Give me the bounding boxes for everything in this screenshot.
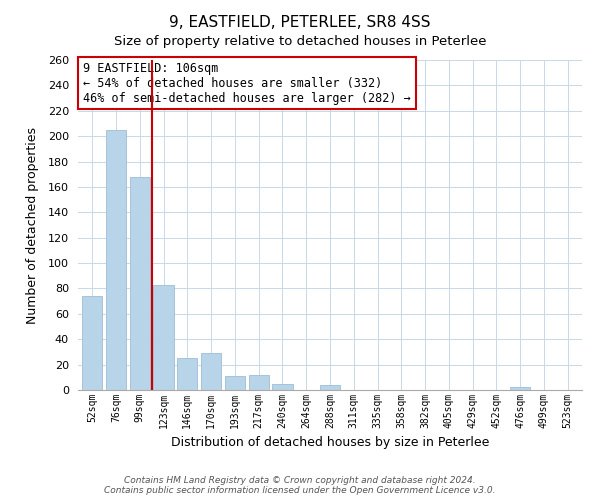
- Bar: [177, 358, 197, 390]
- Bar: [272, 384, 293, 390]
- X-axis label: Distribution of detached houses by size in Peterlee: Distribution of detached houses by size …: [171, 436, 489, 450]
- Bar: [82, 296, 103, 390]
- Bar: [248, 375, 269, 390]
- Text: 9, EASTFIELD, PETERLEE, SR8 4SS: 9, EASTFIELD, PETERLEE, SR8 4SS: [169, 15, 431, 30]
- Text: Size of property relative to detached houses in Peterlee: Size of property relative to detached ho…: [114, 35, 486, 48]
- Bar: [106, 130, 126, 390]
- Bar: [130, 177, 150, 390]
- Bar: [154, 284, 173, 390]
- Bar: [201, 353, 221, 390]
- Bar: [510, 388, 530, 390]
- Text: Contains HM Land Registry data © Crown copyright and database right 2024.
Contai: Contains HM Land Registry data © Crown c…: [104, 476, 496, 495]
- Y-axis label: Number of detached properties: Number of detached properties: [26, 126, 40, 324]
- Text: 9 EASTFIELD: 106sqm
← 54% of detached houses are smaller (332)
46% of semi-detac: 9 EASTFIELD: 106sqm ← 54% of detached ho…: [83, 62, 411, 104]
- Bar: [320, 385, 340, 390]
- Bar: [225, 376, 245, 390]
